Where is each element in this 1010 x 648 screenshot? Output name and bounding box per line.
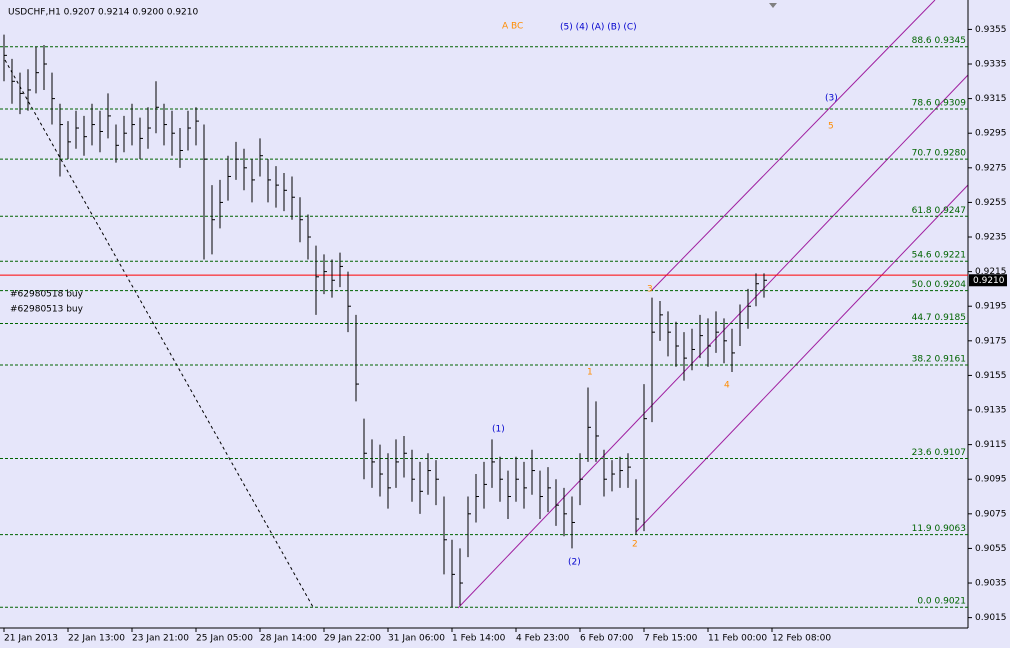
y-tick-label: 0.9035 <box>975 579 1007 589</box>
y-tick-label: 0.9335 <box>975 60 1007 70</box>
chart-title: USDCHF,H1 0.9207 0.9214 0.9200 0.9210 <box>8 8 198 18</box>
channel-line <box>635 184 969 533</box>
y-tick-label: 0.9135 <box>975 406 1007 416</box>
y-tick-label: 0.9195 <box>975 302 1007 312</box>
x-tick-label: 12 Feb 08:00 <box>772 634 831 644</box>
fib-label: 44.7 0.9185 <box>912 313 966 323</box>
y-tick-label: 0.9295 <box>975 129 1007 139</box>
order-label: #62980513 buy <box>10 305 84 315</box>
fib-label: 0.0 0.9021 <box>917 597 966 607</box>
x-tick-label: 11 Feb 00:00 <box>708 634 767 644</box>
x-tick-label: 25 Jan 05:00 <box>196 634 253 644</box>
fib-label: 11.9 0.9063 <box>912 524 966 534</box>
x-tick-label: 1 Feb 14:00 <box>452 634 506 644</box>
price-box <box>969 274 1007 287</box>
wave-label: 1 <box>587 368 593 378</box>
y-tick-label: 0.9055 <box>975 544 1007 554</box>
marker <box>769 3 777 8</box>
wave-label: 4 <box>724 381 730 391</box>
trend-line <box>4 59 314 608</box>
y-tick-label: 0.9095 <box>975 475 1007 485</box>
y-tick-label: 0.9235 <box>975 233 1007 243</box>
x-tick-label: 28 Jan 14:00 <box>260 634 317 644</box>
wave-label: (5) (4) (A) (B) (C) <box>560 23 637 33</box>
fib-label: 70.7 0.9280 <box>912 149 967 159</box>
x-tick-label: 23 Jan 21:00 <box>132 634 189 644</box>
wave-label: A BC <box>502 22 523 32</box>
y-tick-label: 0.9175 <box>975 336 1007 346</box>
fib-label: 88.6 0.9345 <box>912 36 966 46</box>
x-tick-label: 7 Feb 15:00 <box>644 634 698 644</box>
y-tick-label: 0.9155 <box>975 371 1007 381</box>
wave-label: 3 <box>647 285 653 295</box>
wave-label: 5 <box>828 122 834 132</box>
y-tick-label: 0.9015 <box>975 613 1007 623</box>
y-tick-label: 0.9255 <box>975 198 1007 208</box>
fib-label: 78.6 0.9309 <box>912 98 967 108</box>
x-tick-label: 21 Jan 2013 <box>4 634 58 644</box>
x-tick-label: 4 Feb 23:00 <box>516 634 570 644</box>
fib-label: 54.6 0.9221 <box>912 251 966 261</box>
channel-line <box>457 74 969 609</box>
y-tick-label: 0.9075 <box>975 509 1007 519</box>
order-label: #62980518 buy <box>10 290 84 300</box>
wave-label: (1) <box>492 425 505 435</box>
fib-label: 23.6 0.9107 <box>912 448 966 458</box>
channel <box>457 0 969 609</box>
x-tick-label: 29 Jan 22:00 <box>324 634 381 644</box>
y-tick-label: 0.9355 <box>975 25 1007 35</box>
price-label: 0.9210 <box>973 276 1005 286</box>
y-tick-label: 0.9275 <box>975 163 1007 173</box>
wave-label: (2) <box>568 558 581 568</box>
wave-label: 2 <box>632 540 638 550</box>
y-tick-label: 0.9315 <box>975 94 1007 104</box>
x-tick-label: 22 Jan 13:00 <box>68 634 125 644</box>
y-tick-label: 0.9215 <box>975 267 1007 277</box>
channel-line <box>651 0 936 291</box>
fib-label: 61.8 0.9247 <box>912 206 966 216</box>
fib-label: 38.2 0.9161 <box>912 355 966 365</box>
x-tick-label: 6 Feb 07:00 <box>580 634 634 644</box>
fib-label: 50.0 0.9204 <box>912 280 967 290</box>
x-tick-label: 31 Jan 06:00 <box>388 634 445 644</box>
y-tick-label: 0.9115 <box>975 440 1007 450</box>
wave-label: (3) <box>825 94 838 104</box>
